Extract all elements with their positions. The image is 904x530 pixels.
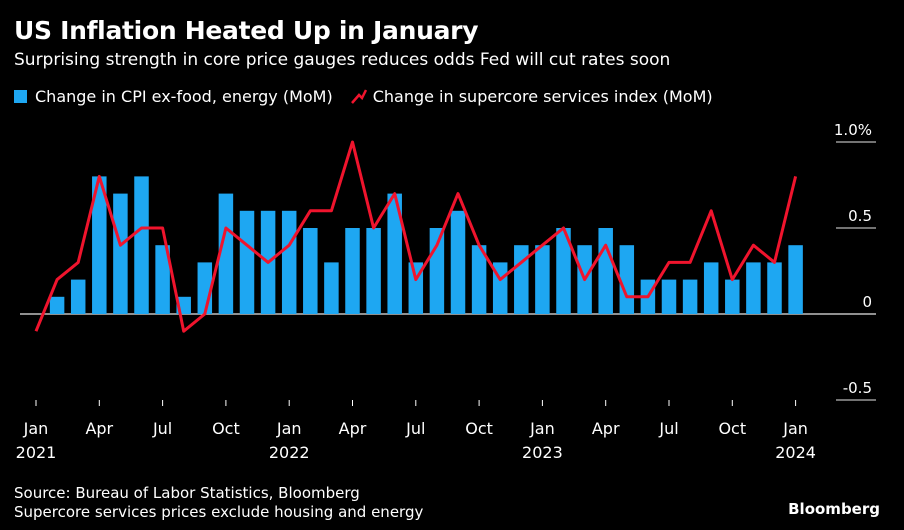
x-tick-label: Jul	[658, 419, 678, 438]
bar	[387, 193, 402, 314]
x-tick-label: Apr	[85, 419, 113, 438]
bar	[155, 245, 170, 314]
supercore-line	[34, 140, 798, 333]
bar	[49, 296, 65, 314]
chart-subtitle: Surprising strength in core price gauges…	[14, 50, 671, 70]
legend-swatch-line	[350, 88, 367, 104]
legend-item-bars: Change in CPI ex-food, energy (MoM)	[14, 87, 333, 106]
x-tick-label: Jan	[276, 419, 302, 438]
bar	[70, 279, 86, 314]
brand-logo: Bloomberg	[788, 500, 880, 518]
bar	[92, 176, 107, 314]
x-tick-label: Oct	[718, 419, 746, 438]
bar	[324, 262, 339, 314]
x-tick-label: Apr	[339, 419, 367, 438]
bar	[788, 245, 803, 314]
bar	[450, 210, 466, 314]
x-tick-year: 2024	[775, 443, 816, 462]
legend: Change in CPI ex-food, energy (MoM) Chan…	[14, 87, 731, 106]
bar	[345, 228, 360, 314]
bar	[303, 228, 318, 314]
bar	[218, 193, 234, 314]
x-tick-label: Apr	[592, 419, 620, 438]
legend-swatch-bars	[14, 90, 27, 103]
bar	[703, 262, 719, 314]
bar	[725, 279, 740, 314]
legend-item-line: Change in supercore services index (MoM)	[350, 87, 713, 106]
bar	[113, 193, 128, 314]
x-tick-label: Jul	[152, 419, 172, 438]
legend-label-bars: Change in CPI ex-food, energy (MoM)	[35, 87, 333, 106]
bar	[746, 262, 761, 314]
y-tick-label: 0.5	[848, 207, 872, 225]
y-tick-label: -0.5	[843, 379, 872, 397]
bar	[366, 228, 381, 314]
bar	[239, 210, 255, 314]
bar	[767, 262, 782, 314]
y-tick-label: 1.0%	[834, 121, 872, 139]
x-tick-year: 2021	[16, 443, 57, 462]
x-tick-label: Jan	[782, 419, 808, 438]
y-tick-label: 0	[862, 293, 872, 311]
bar	[619, 245, 635, 314]
x-tick-year: 2022	[269, 443, 310, 462]
x-tick-label: Oct	[212, 419, 240, 438]
footnote: Supercore services prices exclude housin…	[14, 503, 424, 521]
bar	[429, 228, 445, 314]
x-tick-label: Jan	[23, 419, 49, 438]
bar	[134, 176, 149, 314]
chart-title: US Inflation Heated Up in January	[14, 16, 479, 45]
legend-label-line: Change in supercore services index (MoM)	[372, 87, 713, 106]
bar	[514, 245, 529, 314]
x-tick-label: Oct	[465, 419, 493, 438]
bar	[598, 228, 613, 314]
bar	[281, 210, 297, 314]
source-note: Source: Bureau of Labor Statistics, Bloo…	[14, 484, 360, 502]
bar	[682, 279, 698, 314]
bar	[535, 245, 550, 314]
x-tick-label: Jan	[529, 419, 555, 438]
bar	[471, 245, 487, 314]
bar	[556, 228, 571, 314]
x-tick-label: Jul	[405, 419, 425, 438]
x-tick-year: 2023	[522, 443, 563, 462]
bar	[661, 279, 677, 314]
